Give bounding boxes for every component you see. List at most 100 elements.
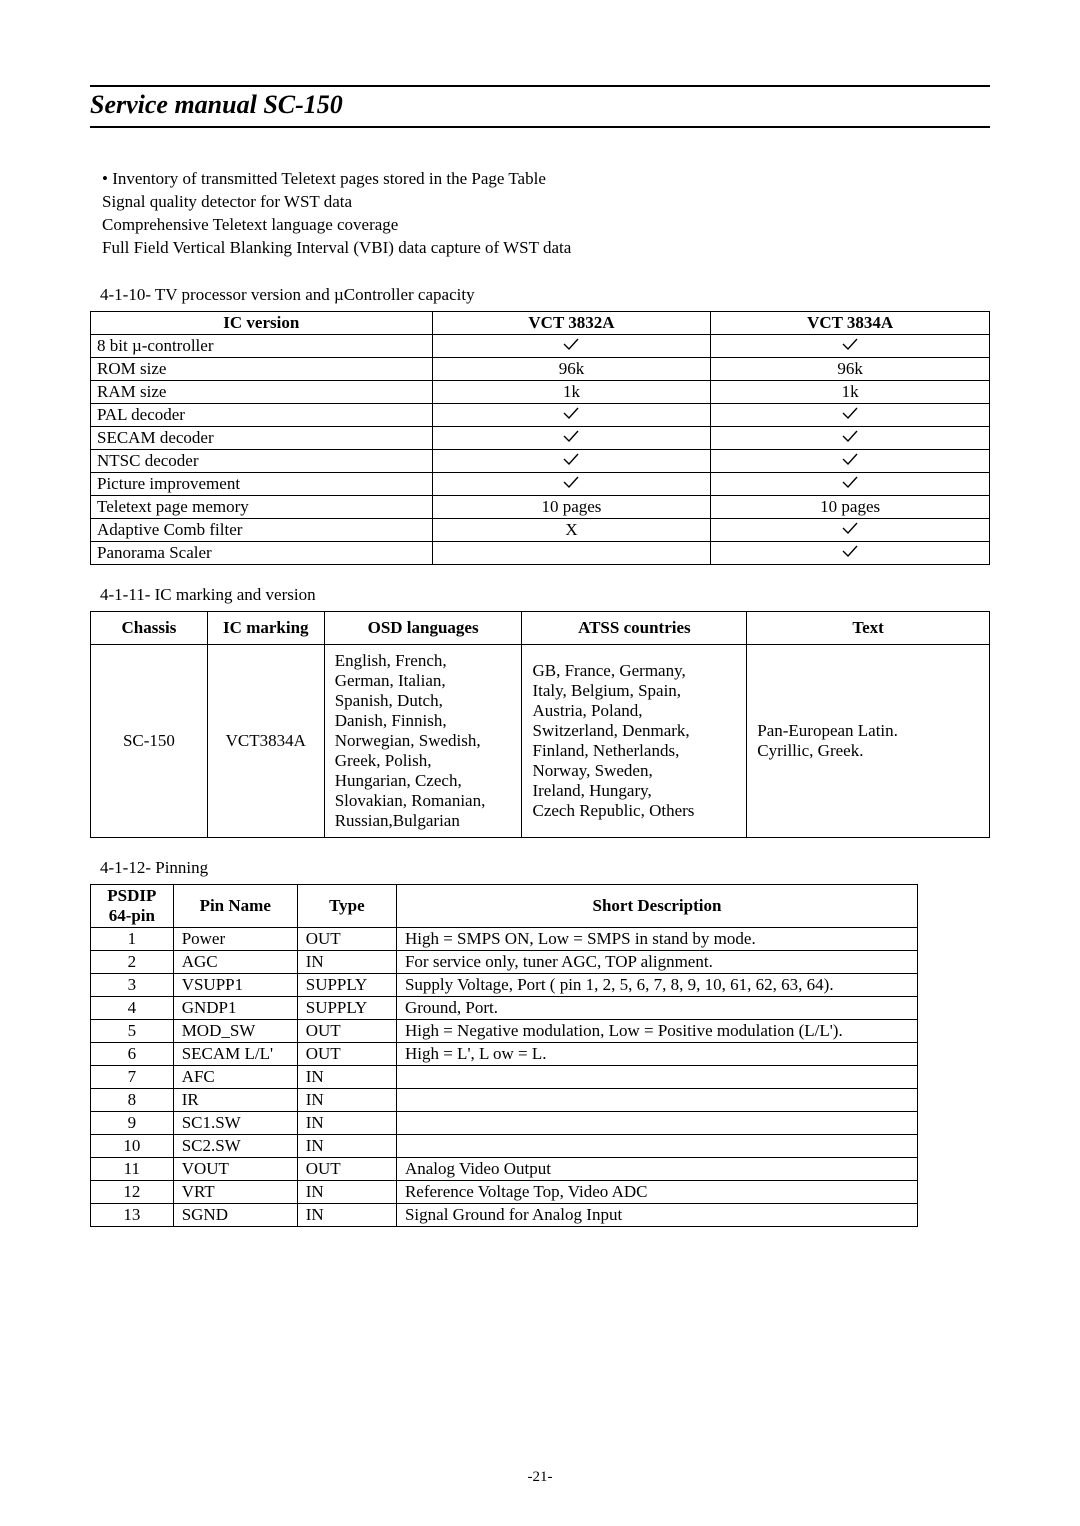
table-row: Teletext page memory10 pages10 pages bbox=[91, 495, 990, 518]
t2-osd: English, French,German, Italian,Spanish,… bbox=[324, 644, 522, 837]
t3-cell: SC2.SW bbox=[173, 1134, 297, 1157]
t3-cell: SUPPLY bbox=[297, 973, 396, 996]
t3-cell: Analog Video Output bbox=[396, 1157, 917, 1180]
table-row: 9SC1.SWIN bbox=[91, 1111, 918, 1134]
t1-cell bbox=[711, 334, 990, 357]
table-row: 8IRIN bbox=[91, 1088, 918, 1111]
t2-text: Pan-European Latin.Cyrillic, Greek. bbox=[747, 644, 990, 837]
table-row: Panorama Scaler bbox=[91, 541, 990, 564]
t3-cell: 6 bbox=[91, 1042, 174, 1065]
t1-cell bbox=[711, 449, 990, 472]
section-4-1-11-heading: 4-1-11- IC marking and version bbox=[100, 585, 990, 605]
title-bar: Service manual SC-150 bbox=[90, 85, 990, 128]
t1-cell: 96k bbox=[432, 357, 711, 380]
t3-cell: Ground, Port. bbox=[396, 996, 917, 1019]
t3-cell: IN bbox=[297, 1134, 396, 1157]
t1-cell: 10 pages bbox=[432, 495, 711, 518]
t3-cell: MOD_SW bbox=[173, 1019, 297, 1042]
t1-label: RAM size bbox=[91, 380, 433, 403]
t3-cell: OUT bbox=[297, 1042, 396, 1065]
check-icon bbox=[841, 429, 859, 443]
t3-h3: Short Description bbox=[396, 884, 917, 927]
t3-h2: Type bbox=[297, 884, 396, 927]
t1-cell: 1k bbox=[432, 380, 711, 403]
t3-h0: PSDIP64-pin bbox=[91, 884, 174, 927]
t3-cell: OUT bbox=[297, 1157, 396, 1180]
table-row: 5MOD_SWOUTHigh = Negative modulation, Lo… bbox=[91, 1019, 918, 1042]
t3-cell: 7 bbox=[91, 1065, 174, 1088]
t3-cell: 10 bbox=[91, 1134, 174, 1157]
table-row: 6SECAM L/L'OUTHigh = L', L ow = L. bbox=[91, 1042, 918, 1065]
t3-cell: High = SMPS ON, Low = SMPS in stand by m… bbox=[396, 927, 917, 950]
t2-h3: ATSS countries bbox=[522, 611, 747, 644]
section-4-1-10-heading: 4-1-10- TV processor version and µContro… bbox=[100, 285, 990, 305]
t3-cell: VSUPP1 bbox=[173, 973, 297, 996]
ic-version-table: IC version VCT 3832A VCT 3834A 8 bit µ-c… bbox=[90, 311, 990, 565]
t3-cell: IN bbox=[297, 1180, 396, 1203]
table-row: 2AGCINFor service only, tuner AGC, TOP a… bbox=[91, 950, 918, 973]
check-icon bbox=[841, 406, 859, 420]
t1-label: Panorama Scaler bbox=[91, 541, 433, 564]
table-row: Adaptive Comb filterX bbox=[91, 518, 990, 541]
t3-cell: 2 bbox=[91, 950, 174, 973]
t3-cell: IN bbox=[297, 950, 396, 973]
t1-cell bbox=[711, 541, 990, 564]
t1-cell bbox=[432, 334, 711, 357]
t3-cell: IN bbox=[297, 1111, 396, 1134]
table-row: 1PowerOUTHigh = SMPS ON, Low = SMPS in s… bbox=[91, 927, 918, 950]
intro-block: • Inventory of transmitted Teletext page… bbox=[102, 168, 990, 260]
t3-cell: OUT bbox=[297, 927, 396, 950]
table-row: 3VSUPP1SUPPLYSupply Voltage, Port ( pin … bbox=[91, 973, 918, 996]
t3-cell: 11 bbox=[91, 1157, 174, 1180]
t1-cell: X bbox=[432, 518, 711, 541]
t3-cell: Supply Voltage, Port ( pin 1, 2, 5, 6, 7… bbox=[396, 973, 917, 996]
t1-h2: VCT 3834A bbox=[711, 311, 990, 334]
table-row: 10SC2.SWIN bbox=[91, 1134, 918, 1157]
t1-label: SECAM decoder bbox=[91, 426, 433, 449]
t3-cell: SC1.SW bbox=[173, 1111, 297, 1134]
section-4-1-12-heading: 4-1-12- Pinning bbox=[100, 858, 990, 878]
t1-cell bbox=[432, 472, 711, 495]
t3-cell bbox=[396, 1134, 917, 1157]
t2-h1: IC marking bbox=[207, 611, 324, 644]
t3-cell: 1 bbox=[91, 927, 174, 950]
check-icon bbox=[841, 521, 859, 535]
t3-cell: VRT bbox=[173, 1180, 297, 1203]
t1-label: Teletext page memory bbox=[91, 495, 433, 518]
check-icon bbox=[562, 475, 580, 489]
t3-cell: 5 bbox=[91, 1019, 174, 1042]
check-icon bbox=[562, 429, 580, 443]
t3-cell: IR bbox=[173, 1088, 297, 1111]
t3-cell: AGC bbox=[173, 950, 297, 973]
t3-cell: Reference Voltage Top, Video ADC bbox=[396, 1180, 917, 1203]
t3-cell: IN bbox=[297, 1065, 396, 1088]
table-row: 4GNDP1SUPPLYGround, Port. bbox=[91, 996, 918, 1019]
table-row: 7AFCIN bbox=[91, 1065, 918, 1088]
t2-h4: Text bbox=[747, 611, 990, 644]
t3-cell: IN bbox=[297, 1088, 396, 1111]
t3-cell: SECAM L/L' bbox=[173, 1042, 297, 1065]
t1-cell: 10 pages bbox=[711, 495, 990, 518]
check-icon bbox=[841, 337, 859, 351]
t1-cell: 96k bbox=[711, 357, 990, 380]
check-icon bbox=[841, 452, 859, 466]
t3-cell: OUT bbox=[297, 1019, 396, 1042]
check-icon bbox=[841, 544, 859, 558]
t3-cell: 3 bbox=[91, 973, 174, 996]
t2-h0: Chassis bbox=[91, 611, 208, 644]
t3-cell: GNDP1 bbox=[173, 996, 297, 1019]
t3-cell: AFC bbox=[173, 1065, 297, 1088]
t1-cell bbox=[711, 403, 990, 426]
t3-cell: 13 bbox=[91, 1203, 174, 1226]
t3-cell: Signal Ground for Analog Input bbox=[396, 1203, 917, 1226]
t1-cell bbox=[711, 426, 990, 449]
t1-cell bbox=[432, 449, 711, 472]
table-row: 12VRTINReference Voltage Top, Video ADC bbox=[91, 1180, 918, 1203]
t3-cell: For service only, tuner AGC, TOP alignme… bbox=[396, 950, 917, 973]
table-row: 11VOUTOUTAnalog Video Output bbox=[91, 1157, 918, 1180]
t1-cell bbox=[432, 403, 711, 426]
t1-h1: VCT 3832A bbox=[432, 311, 711, 334]
t3-cell: High = Negative modulation, Low = Positi… bbox=[396, 1019, 917, 1042]
t1-label: 8 bit µ-controller bbox=[91, 334, 433, 357]
t1-label: PAL decoder bbox=[91, 403, 433, 426]
